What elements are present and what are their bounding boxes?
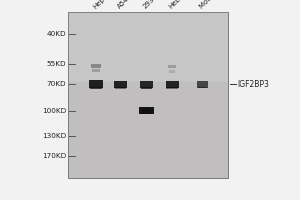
Bar	[141, 88, 152, 89]
Bar	[141, 88, 152, 89]
Bar	[197, 87, 207, 88]
Text: IGF2BP3: IGF2BP3	[237, 80, 269, 89]
Bar	[68, 12, 228, 82]
Bar	[115, 88, 126, 89]
Bar	[90, 87, 102, 88]
Bar	[90, 88, 102, 89]
Bar	[167, 88, 178, 89]
Bar	[167, 87, 178, 88]
Bar	[90, 87, 102, 88]
Bar	[142, 109, 151, 112]
Bar	[92, 64, 100, 68]
Bar	[141, 88, 152, 89]
Bar	[167, 87, 178, 88]
Bar	[115, 87, 126, 88]
Bar	[167, 87, 178, 88]
Bar	[90, 87, 102, 88]
Bar	[142, 109, 151, 112]
Bar	[115, 87, 126, 88]
Bar	[90, 87, 102, 88]
Text: Mouse testis: Mouse testis	[198, 0, 233, 10]
Bar	[114, 81, 127, 88]
Bar	[142, 109, 151, 113]
Bar	[197, 87, 207, 88]
Bar	[90, 87, 102, 88]
Bar	[142, 110, 151, 113]
Bar	[166, 81, 178, 88]
Bar	[115, 88, 126, 89]
Bar	[115, 87, 126, 88]
Bar	[68, 12, 228, 178]
Bar	[141, 88, 152, 89]
Bar	[142, 110, 151, 114]
Bar	[142, 108, 151, 111]
Bar	[90, 88, 102, 89]
Text: HepG2: HepG2	[92, 0, 113, 10]
Bar	[90, 88, 102, 89]
Bar	[89, 80, 103, 88]
Bar	[142, 111, 151, 114]
Bar	[142, 109, 151, 112]
Bar	[142, 110, 151, 113]
Bar	[68, 12, 228, 178]
Bar	[142, 108, 151, 111]
Text: 293T: 293T	[142, 0, 159, 10]
Bar	[197, 87, 207, 88]
Bar	[169, 70, 175, 73]
Bar	[141, 87, 152, 88]
Bar	[167, 87, 178, 88]
Bar	[92, 69, 100, 72]
Bar	[115, 87, 126, 88]
Bar	[142, 108, 151, 111]
Bar	[197, 87, 207, 88]
Bar	[197, 87, 207, 88]
Text: HeLa: HeLa	[168, 0, 184, 10]
Text: 70KD: 70KD	[46, 81, 66, 87]
Bar	[141, 87, 152, 88]
Text: 40KD: 40KD	[46, 31, 66, 37]
Bar	[141, 88, 152, 89]
Bar	[141, 87, 152, 88]
Bar	[139, 107, 154, 114]
Text: A549: A549	[117, 0, 134, 10]
Bar	[197, 87, 207, 88]
Text: 170KD: 170KD	[42, 153, 66, 159]
Text: 100KD: 100KD	[42, 108, 66, 114]
Bar	[141, 87, 152, 88]
Bar	[115, 88, 126, 89]
Bar	[142, 108, 151, 112]
Bar	[167, 87, 178, 88]
Bar	[167, 88, 178, 89]
Bar	[90, 88, 102, 89]
Bar	[140, 81, 153, 88]
Bar	[141, 87, 152, 88]
Text: 130KD: 130KD	[42, 133, 66, 139]
Bar	[168, 65, 176, 68]
Text: 55KD: 55KD	[46, 61, 66, 67]
Bar	[115, 87, 126, 88]
Bar	[90, 88, 102, 89]
Bar	[167, 88, 178, 89]
Bar	[196, 81, 208, 88]
